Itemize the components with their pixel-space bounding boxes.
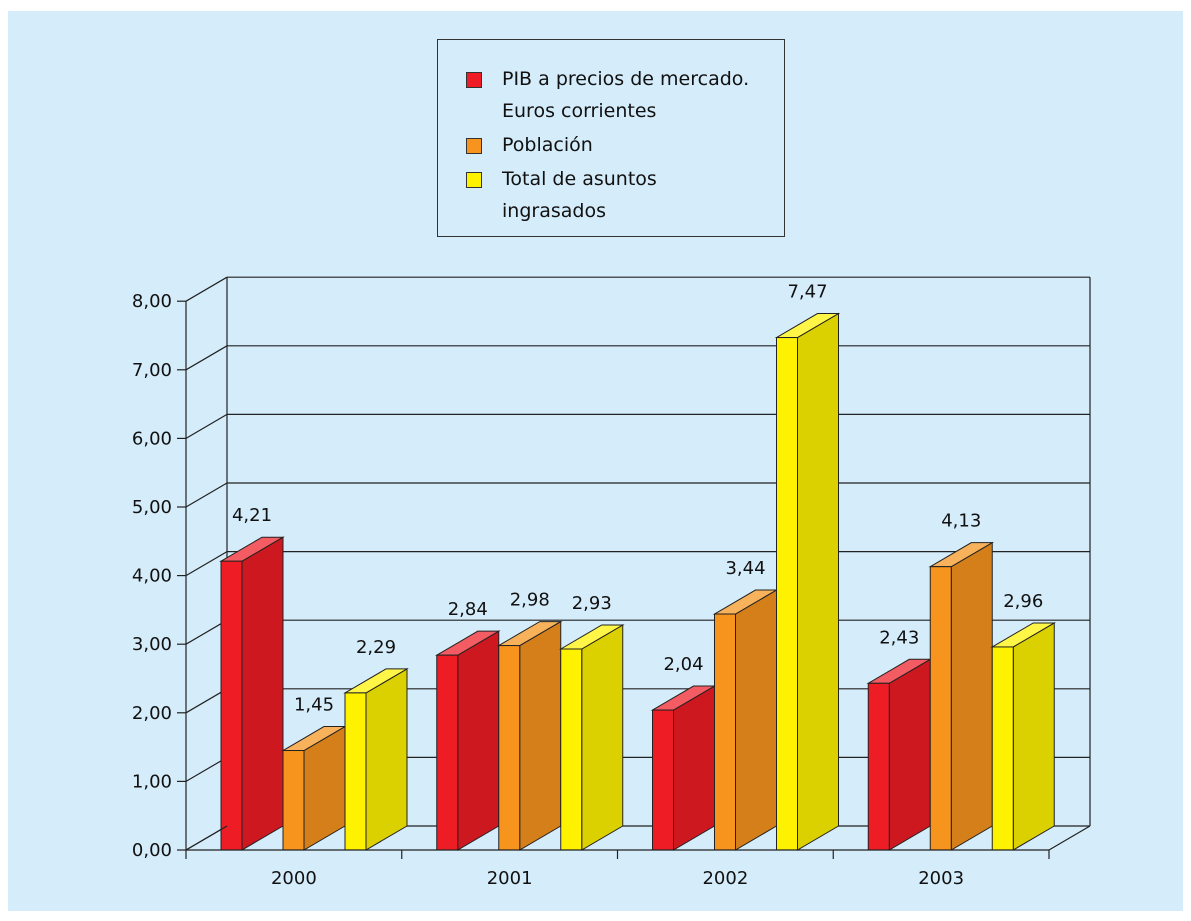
- bar-side: [581, 624, 624, 851]
- bar-side: [673, 685, 715, 851]
- gridline-side: [185, 551, 228, 577]
- bar-side: [365, 668, 408, 851]
- data-label: 2,98: [510, 590, 550, 611]
- bar-side: [1012, 622, 1055, 851]
- x-tick-label: 2003: [918, 868, 964, 889]
- data-label: 1,45: [294, 695, 334, 716]
- bar-side: [888, 658, 931, 851]
- bar: [867, 682, 890, 851]
- bar-side: [735, 589, 777, 851]
- y-tick-label: 3,00: [132, 634, 172, 655]
- data-label: 2,84: [448, 599, 488, 620]
- floor-right: [1048, 825, 1091, 851]
- bar: [560, 648, 583, 851]
- gridline-side: [185, 276, 228, 302]
- y-tick-label: 5,00: [132, 497, 172, 518]
- gridline-side: [185, 345, 228, 371]
- bar: [498, 645, 521, 851]
- data-label: 3,44: [725, 558, 765, 579]
- bar-side: [519, 620, 562, 851]
- legend-swatch-pib: [466, 72, 482, 88]
- data-label: 2,04: [663, 654, 703, 675]
- y-tick-label: 2,00: [132, 703, 172, 724]
- gridline-side: [185, 688, 228, 714]
- bar: [652, 709, 674, 851]
- bar-side: [241, 536, 284, 851]
- data-label: 7,47: [787, 282, 827, 303]
- gridline-side: [185, 619, 228, 645]
- bar: [929, 566, 952, 851]
- y-tick-label: 6,00: [132, 428, 172, 449]
- legend-label-poblacion: Población: [502, 134, 593, 156]
- legend-label-asuntos: Total de asuntos ingrasados: [502, 168, 657, 222]
- x-tick-label: 2002: [702, 868, 748, 889]
- bar-side: [457, 630, 500, 851]
- gridline-side: [185, 756, 228, 782]
- bar-side: [950, 541, 993, 851]
- gridline-side: [185, 413, 228, 439]
- floor-left: [185, 825, 228, 851]
- y-tick-label: 4,00: [132, 566, 172, 587]
- y-tick-label: 0,00: [132, 840, 172, 861]
- x-tick-label: 2000: [271, 868, 317, 889]
- bar: [776, 337, 798, 851]
- y-tick-label: 1,00: [132, 771, 172, 792]
- bar: [436, 654, 459, 851]
- data-label: 2,29: [356, 637, 396, 658]
- legend-swatch-asuntos: [466, 172, 482, 188]
- bar: [714, 613, 736, 851]
- data-label: 4,21: [232, 505, 272, 526]
- data-label: 2,43: [879, 627, 919, 648]
- data-label: 4,13: [941, 511, 981, 532]
- bar: [344, 692, 367, 851]
- bar: [991, 646, 1014, 851]
- bar: [220, 560, 243, 851]
- gridline-side: [185, 482, 228, 508]
- x-tick-label: 2001: [487, 868, 533, 889]
- legend-swatch-poblacion: [466, 138, 482, 154]
- y-tick-label: 8,00: [132, 291, 172, 312]
- data-label: 2,96: [1003, 591, 1043, 612]
- y-tick-label: 7,00: [132, 360, 172, 381]
- data-label: 2,93: [572, 593, 612, 614]
- bar-side: [797, 312, 839, 851]
- legend: PIB a precios de mercado. Euros corrient…: [437, 39, 785, 237]
- legend-label-pib: PIB a precios de mercado. Euros corrient…: [502, 68, 750, 122]
- bar: [282, 750, 305, 851]
